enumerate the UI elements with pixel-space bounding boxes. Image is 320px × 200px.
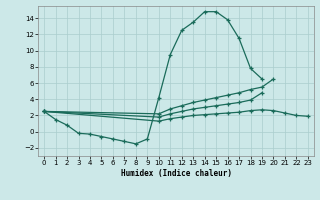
X-axis label: Humidex (Indice chaleur): Humidex (Indice chaleur) [121,169,231,178]
